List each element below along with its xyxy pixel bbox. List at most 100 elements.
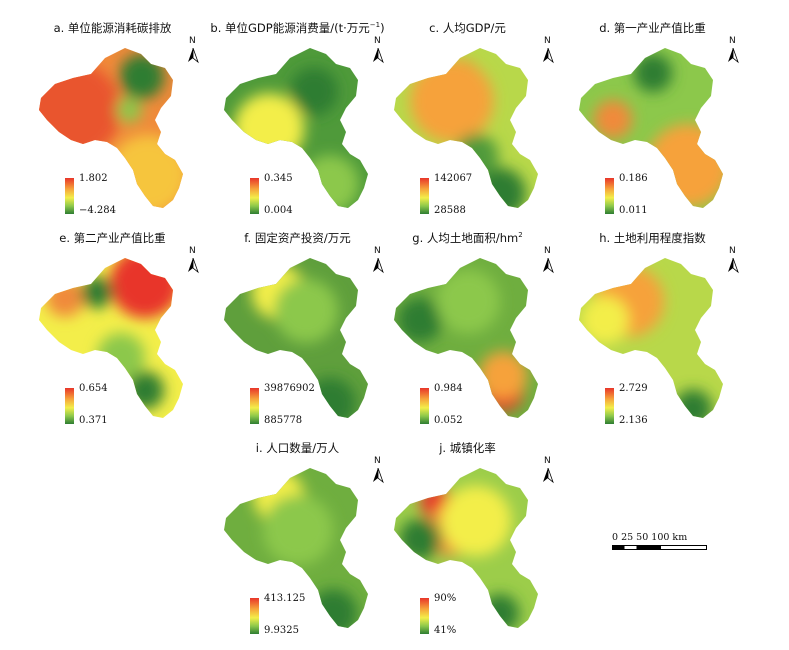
panel-title: c. 人均GDP/元 bbox=[380, 20, 555, 36]
legend-color-ramp bbox=[605, 388, 614, 424]
legend-color-ramp bbox=[420, 388, 429, 424]
choropleth-map bbox=[579, 258, 723, 418]
legend-min-label: 0.004 bbox=[264, 205, 293, 216]
legend-max-label: 0.984 bbox=[434, 383, 463, 394]
legend-color-ramp bbox=[250, 598, 259, 634]
legend-color-ramp bbox=[65, 388, 74, 424]
map-panel: a. 单位能源消耗碳排放 N 1.802 −4.284 bbox=[25, 20, 200, 220]
legend-color-ramp bbox=[420, 178, 429, 214]
panel-title-superscript: 2 bbox=[518, 231, 523, 240]
north-letter: N bbox=[189, 36, 196, 46]
map-value-region bbox=[97, 333, 145, 381]
map-value-region bbox=[480, 594, 520, 628]
legend-max-label: 0.345 bbox=[264, 173, 293, 184]
north-arrow-icon: N bbox=[370, 456, 386, 484]
north-arrow-icon: N bbox=[185, 246, 201, 274]
north-arrow-icon: N bbox=[540, 456, 556, 484]
legend-max-label: 2.729 bbox=[619, 383, 648, 394]
north-letter: N bbox=[374, 456, 381, 466]
panel-title: h. 土地利用程度指数 bbox=[565, 230, 740, 246]
map-panel: e. 第二产业产值比重 N 0.654 0.371 bbox=[25, 230, 200, 430]
panel-title-text: i. 人口数量/万人 bbox=[255, 441, 340, 455]
panel-title: f. 固定资产投资/万元 bbox=[210, 230, 385, 246]
map-value-region bbox=[45, 278, 85, 317]
panel-title-superscript: −1 bbox=[369, 21, 381, 30]
map-value-region bbox=[397, 297, 443, 343]
scale-bar-graphic bbox=[612, 545, 707, 550]
choropleth-map bbox=[394, 258, 538, 418]
map-value-region bbox=[116, 97, 142, 123]
map-value-region bbox=[673, 389, 713, 418]
legend-max-label: 142067 bbox=[434, 173, 473, 184]
map-value-region bbox=[262, 494, 334, 566]
legend-min-label: 9.9325 bbox=[264, 625, 299, 636]
north-letter: N bbox=[374, 36, 381, 46]
legend-min-label: −4.284 bbox=[79, 205, 117, 216]
map-value-region bbox=[474, 167, 526, 208]
panel-title: d. 第一产业产值比重 bbox=[565, 20, 740, 36]
map-value-region bbox=[440, 485, 512, 556]
north-letter: N bbox=[544, 36, 551, 46]
panel-title-text: g. 人均土地面积/hm bbox=[412, 231, 519, 245]
legend-min-label: 885778 bbox=[264, 415, 303, 426]
map-panel: b. 单位GDP能源消费量/(t·万元−1) N 0.345 0.004 bbox=[210, 20, 385, 220]
north-arrow-icon: N bbox=[370, 246, 386, 274]
map-value-region bbox=[581, 296, 629, 344]
north-arrow-icon: N bbox=[370, 36, 386, 64]
north-letter: N bbox=[729, 36, 736, 46]
panel-title-text: h. 土地利用程度指数 bbox=[599, 231, 706, 245]
legend-min-label: 28588 bbox=[434, 205, 466, 216]
map-panel: g. 人均土地面积/hm2 N 0.984 0.052 bbox=[380, 230, 555, 430]
map-value-region bbox=[399, 518, 441, 561]
panel-title: a. 单位能源消耗碳排放 bbox=[25, 20, 200, 36]
north-arrow-icon: N bbox=[725, 246, 741, 274]
map-value-region bbox=[39, 62, 121, 158]
map-panel: i. 人口数量/万人 N 413.125 9.9325 bbox=[210, 440, 385, 640]
map-value-region bbox=[646, 123, 723, 208]
legend-min-label: 0.011 bbox=[619, 205, 648, 216]
map-value-region bbox=[109, 258, 181, 319]
panel-title-text: d. 第一产业产值比重 bbox=[599, 21, 706, 35]
legend-color-ramp bbox=[420, 598, 429, 634]
map-panel: h. 土地利用程度指数 N 2.729 2.136 bbox=[565, 230, 740, 430]
legend-color-ramp bbox=[250, 178, 259, 214]
panel-title-text: a. 单位能源消耗碳排放 bbox=[53, 21, 172, 35]
north-letter: N bbox=[544, 246, 551, 256]
north-arrow-icon: N bbox=[185, 36, 201, 64]
choropleth-map bbox=[224, 48, 368, 208]
north-letter: N bbox=[374, 246, 381, 256]
map-value-region bbox=[593, 100, 633, 139]
north-arrow-icon: N bbox=[540, 246, 556, 274]
legend-color-ramp bbox=[605, 178, 614, 214]
scale-bar-labels: 0 25 50 100 km bbox=[612, 532, 688, 543]
choropleth-map bbox=[224, 258, 368, 418]
legend-max-label: 413.125 bbox=[264, 593, 306, 604]
map-value-region bbox=[301, 155, 359, 208]
choropleth-map bbox=[39, 48, 183, 208]
choropleth-map bbox=[579, 48, 723, 208]
panel-title-text: e. 第二产业产值比重 bbox=[59, 231, 166, 245]
panel-title-end: ) bbox=[380, 21, 385, 35]
legend-min-label: 41% bbox=[434, 625, 457, 636]
panel-title: g. 人均土地面积/hm2 bbox=[380, 230, 555, 246]
north-arrow-icon: N bbox=[540, 36, 556, 64]
choropleth-map bbox=[39, 258, 183, 418]
map-value-region bbox=[81, 276, 113, 309]
panel-title: i. 人口数量/万人 bbox=[210, 440, 385, 456]
choropleth-map bbox=[394, 468, 538, 628]
legend-color-ramp bbox=[250, 388, 259, 424]
legend-min-label: 0.371 bbox=[79, 415, 108, 426]
map-value-region bbox=[290, 67, 338, 116]
panel-title-text: b. 单位GDP能源消费量/(t·万元 bbox=[210, 21, 370, 35]
map-panel: d. 第一产业产值比重 N 0.186 0.011 bbox=[565, 20, 740, 220]
map-value-region bbox=[436, 269, 500, 334]
panel-title-text: f. 固定资产投资/万元 bbox=[244, 231, 351, 245]
legend-max-label: 39876902 bbox=[264, 383, 315, 394]
legend-max-label: 1.802 bbox=[79, 173, 108, 184]
north-letter: N bbox=[729, 246, 736, 256]
panel-title: j. 城镇化率 bbox=[380, 440, 555, 456]
legend-max-label: 0.186 bbox=[619, 173, 648, 184]
legend-max-label: 0.654 bbox=[79, 383, 108, 394]
map-value-region bbox=[479, 351, 528, 400]
map-value-region bbox=[453, 133, 499, 179]
